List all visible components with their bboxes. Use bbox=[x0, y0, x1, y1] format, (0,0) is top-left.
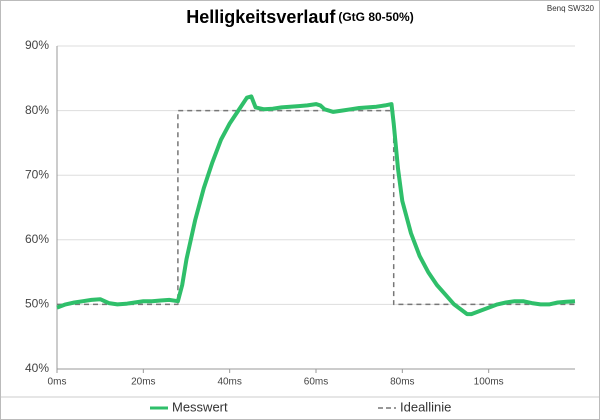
y-tick-label: 90% bbox=[25, 38, 49, 52]
x-tick-label: 100ms bbox=[474, 377, 504, 388]
legend-label: Ideallinie bbox=[400, 399, 451, 414]
legend-label: Messwert bbox=[172, 399, 228, 414]
chart-title: Helligkeitsverlauf bbox=[186, 7, 336, 27]
y-tick-label: 70% bbox=[25, 167, 49, 181]
x-tick-label: 80ms bbox=[390, 377, 414, 388]
y-tick-label: 60% bbox=[25, 232, 49, 246]
y-tick-label: 80% bbox=[25, 103, 49, 117]
x-tick-label: 20ms bbox=[131, 377, 155, 388]
chart-subtitle: (GtG 80-50%) bbox=[338, 10, 413, 24]
chart-title-group: Helligkeitsverlauf (GtG 80-50%) bbox=[186, 7, 413, 27]
x-tick-label: 40ms bbox=[217, 377, 241, 388]
x-tick-label: 60ms bbox=[304, 377, 328, 388]
x-tick-label: 0ms bbox=[48, 377, 67, 388]
y-tick-label: 40% bbox=[25, 361, 49, 375]
series-line bbox=[56, 94, 576, 317]
series-line bbox=[57, 109, 575, 306]
y-tick-label: 50% bbox=[25, 297, 49, 311]
source-note: Benq SW320 bbox=[547, 4, 595, 13]
